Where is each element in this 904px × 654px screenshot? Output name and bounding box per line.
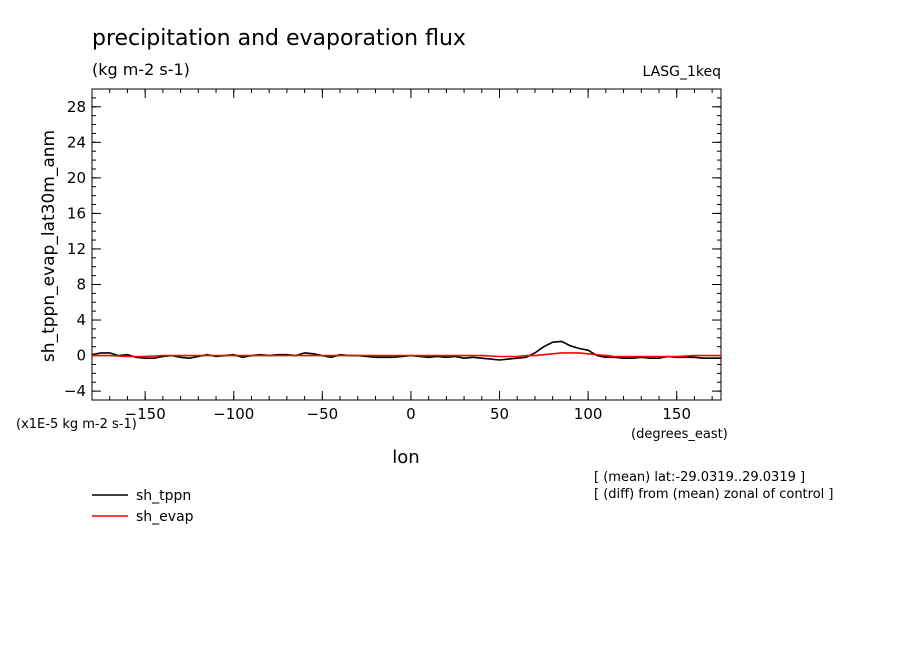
- y-scale-label: (x1E-5 kg m-2 s-1): [16, 417, 137, 432]
- chart-units: (kg m-2 s-1): [92, 60, 190, 79]
- legend-label-sh-tppn: sh_tppn: [136, 488, 191, 504]
- x-tick-label: −150: [125, 405, 166, 423]
- x-axis-label: lon: [392, 447, 419, 468]
- annotation-diff: [ (diff) from (mean) zonal of control ]: [594, 487, 833, 502]
- y-tick-label: 28: [67, 98, 86, 116]
- legend-label-sh-evap: sh_evap: [136, 509, 194, 525]
- x-tick-label: 50: [490, 405, 509, 423]
- y-tick-label: 4: [76, 311, 86, 329]
- x-units-label: (degrees_east): [631, 427, 728, 442]
- plot-area: −150 −100 −50 0 50 100 150 −4 0 4 8 12 16 20 24 28: [64, 88, 722, 423]
- experiment-label: LASG_1keq: [643, 64, 721, 80]
- series-line-sh-evap: [92, 352, 721, 358]
- x-tick-label: −50: [307, 405, 339, 423]
- y-tick-label: 16: [67, 204, 86, 222]
- x-tick-label: −100: [213, 405, 254, 423]
- y-tick-label: 24: [67, 133, 86, 151]
- y-tick-label: −4: [64, 382, 86, 400]
- chart-title: precipitation and evaporation flux: [92, 26, 466, 51]
- y-axis-label: sh_tppn_evap_lat30m_anm: [39, 130, 59, 362]
- x-tick-label: 150: [662, 405, 691, 423]
- x-tick-label: 100: [574, 405, 603, 423]
- y-tick-label: 8: [76, 275, 86, 293]
- x-tick-label: 0: [406, 405, 416, 423]
- y-tick-label: 20: [67, 169, 86, 187]
- y-tick-label: 12: [67, 240, 86, 258]
- annotation-mean-lat: [ (mean) lat:-29.0319..29.0319 ]: [594, 470, 805, 485]
- y-tick-label: 0: [76, 347, 86, 365]
- plot-frame: [91, 88, 722, 401]
